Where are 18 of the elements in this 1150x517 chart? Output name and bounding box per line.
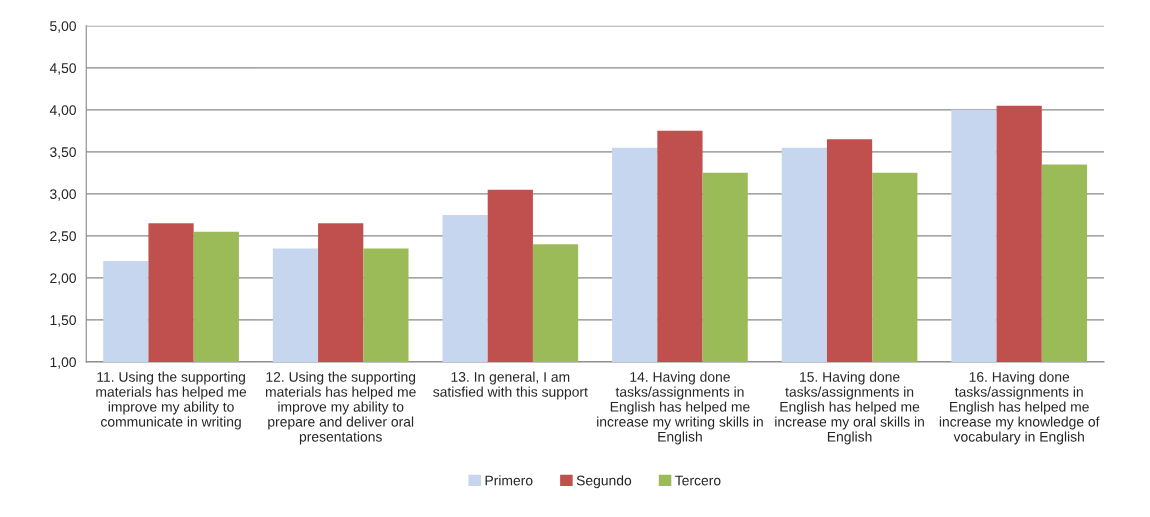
y-tick-label: 3,00 <box>50 189 76 201</box>
y-tick-label: 3,50 <box>50 147 76 159</box>
legend-label: Tercero <box>675 475 721 486</box>
y-tick-label: 4,00 <box>49 105 76 117</box>
x-tick-label: 13. In general, I am satisfied with this support <box>433 371 588 400</box>
y-tick-label: 1,50 <box>50 315 76 327</box>
legend-label: Primero <box>485 475 533 486</box>
legend-label: Segundo <box>576 475 632 489</box>
y-tick-label: 5,00 <box>50 21 76 33</box>
x-tick-label: 14. Having done tasks/assignments in English has helped me increase my writing skills in English <box>597 371 763 445</box>
y-tick-label: 4,50 <box>49 63 76 75</box>
x-tick-label: 11. Using the supporting materials has helped me improve my ability to communicate in writing <box>96 371 247 430</box>
x-tick-label: 12. Using the supporting materials has helped me improve my ability to prepare and deliver oral presentations <box>265 371 416 445</box>
x-tick-label: 16. Having done tasks/assignments in English has helped me increase my knowledge of vocabulary in English <box>939 371 1100 445</box>
x-tick-label: 15. Having done tasks/assignments in English has helped me increase my oral skills in English <box>775 371 924 445</box>
y-tick-label: 1,00 <box>50 357 76 369</box>
y-tick-label: 2,00 <box>50 273 76 285</box>
y-tick-label: 2,50 <box>50 231 76 243</box>
